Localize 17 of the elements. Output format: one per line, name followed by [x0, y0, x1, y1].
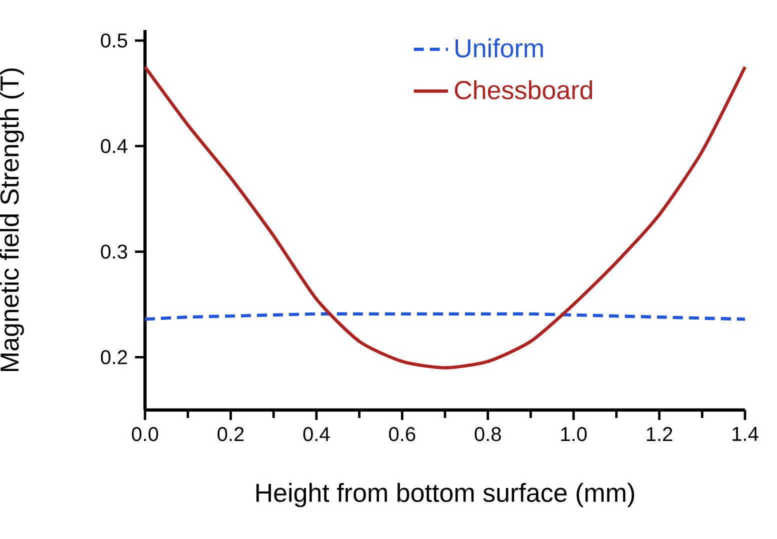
x-tick-label: 1.4: [732, 427, 758, 441]
y-tick-label: 0.4: [100, 139, 128, 154]
x-tick-label: 0.2: [218, 427, 244, 442]
y-tick-label: 0.3: [100, 244, 128, 259]
x-tick-label: 1.0: [561, 427, 587, 442]
legend-label: Uniform: [456, 38, 543, 58]
y-tick-label: 0.2: [100, 350, 127, 364]
x-tick-label: 0.4: [303, 427, 330, 442]
x-tick-label: 0.6: [389, 427, 416, 442]
x-axis-title: Height from bottom surface (mm): [256, 482, 634, 508]
legend-label: Chessboard: [454, 80, 592, 100]
x-tick-label: 0.8: [474, 427, 501, 442]
x-tick-label: 0.0: [132, 427, 158, 442]
y-tick-label: 0.5: [100, 33, 128, 48]
y-axis-title: Magnetic field Strength (T): [0, 68, 24, 372]
x-tick-label: 1.2: [646, 427, 672, 442]
line-series: [143, 65, 747, 370]
